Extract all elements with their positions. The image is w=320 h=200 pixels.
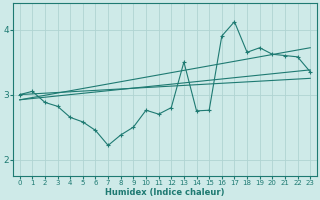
X-axis label: Humidex (Indice chaleur): Humidex (Indice chaleur) (105, 188, 225, 197)
